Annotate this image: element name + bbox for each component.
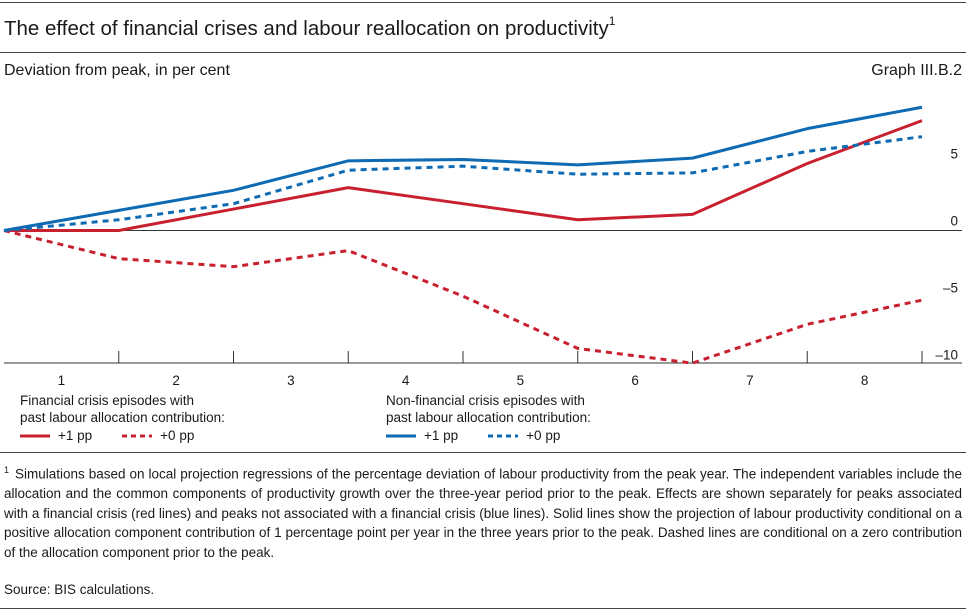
- series-line: [4, 119, 923, 232]
- legend-label: +0 pp: [526, 428, 561, 443]
- graph-id: Graph III.B.2: [871, 62, 962, 79]
- legend-non-financial-heading-1: Non-financial crisis episodes with: [386, 393, 585, 408]
- red-dashed-line-icon: [122, 434, 153, 437]
- footnote: 1 Simulations based on local projection r…: [4, 461, 962, 562]
- legend-financial-heading-1: Financial crisis episodes with: [20, 393, 195, 408]
- y-tick-label: 0: [950, 214, 958, 229]
- legend-rule: [0, 452, 966, 453]
- y-tick-label: –5: [943, 281, 958, 296]
- x-tick-label: 6: [631, 373, 639, 388]
- legend-label: +1 pp: [424, 428, 459, 443]
- legend-non-financial: Non-financial crisis episodes with past …: [386, 392, 591, 444]
- top-rule: [0, 2, 966, 3]
- footnote-text: Simulations based on local projection re…: [4, 466, 962, 560]
- x-tick-label: 1: [58, 373, 66, 388]
- x-tick-label: 3: [287, 373, 295, 388]
- series-line: [3, 229, 923, 365]
- red-solid-line-icon: [20, 434, 50, 437]
- legend-item-non-financial-dashed: +0 pp: [488, 427, 560, 444]
- y-tick-label: –10: [935, 348, 958, 363]
- title-footnote-marker: 1: [608, 14, 616, 28]
- chart-title: The effect of financial crises and labou…: [4, 14, 616, 40]
- legend-label: +1 pp: [58, 428, 93, 443]
- title-rule: [0, 52, 966, 53]
- legend-item-financial-dashed: +0 pp: [122, 427, 194, 444]
- legend-financial: Financial crisis episodes with past labo…: [20, 392, 225, 444]
- footnote-marker: 1: [4, 465, 10, 475]
- x-tick-label: 5: [517, 373, 525, 388]
- blue-solid-line-icon: [386, 434, 416, 437]
- x-tick-label: 7: [746, 373, 754, 388]
- legend-non-financial-heading-2: past labour allocation contribution:: [386, 410, 591, 425]
- legend-label: +0 pp: [160, 428, 195, 443]
- line-chart: 1 2 3 4 5 6 7 8 –10 –5 0 5: [3, 105, 962, 389]
- x-tick-label: 4: [402, 373, 410, 388]
- chart-series: [3, 105, 923, 365]
- x-tick-label: 2: [172, 373, 180, 388]
- legend-item-financial-solid: +1 pp: [20, 427, 92, 444]
- chart-subtitle: Deviation from peak, in per cent: [4, 62, 230, 79]
- chart-labels: 1 2 3 4 5 6 7 8 –10 –5 0 5: [58, 147, 958, 389]
- series-line: [3, 105, 923, 232]
- y-tick-label: 5: [950, 147, 958, 162]
- legend-item-non-financial-solid: +1 pp: [386, 427, 458, 444]
- series-line: [3, 135, 923, 232]
- legend-financial-heading-2: past labour allocation contribution:: [20, 410, 225, 425]
- source-note: Source: BIS calculations.: [4, 582, 155, 597]
- blue-dashed-line-icon: [488, 434, 519, 437]
- x-tick-label: 8: [861, 373, 869, 388]
- bottom-rule: [0, 608, 966, 609]
- chart-axes: [4, 230, 962, 364]
